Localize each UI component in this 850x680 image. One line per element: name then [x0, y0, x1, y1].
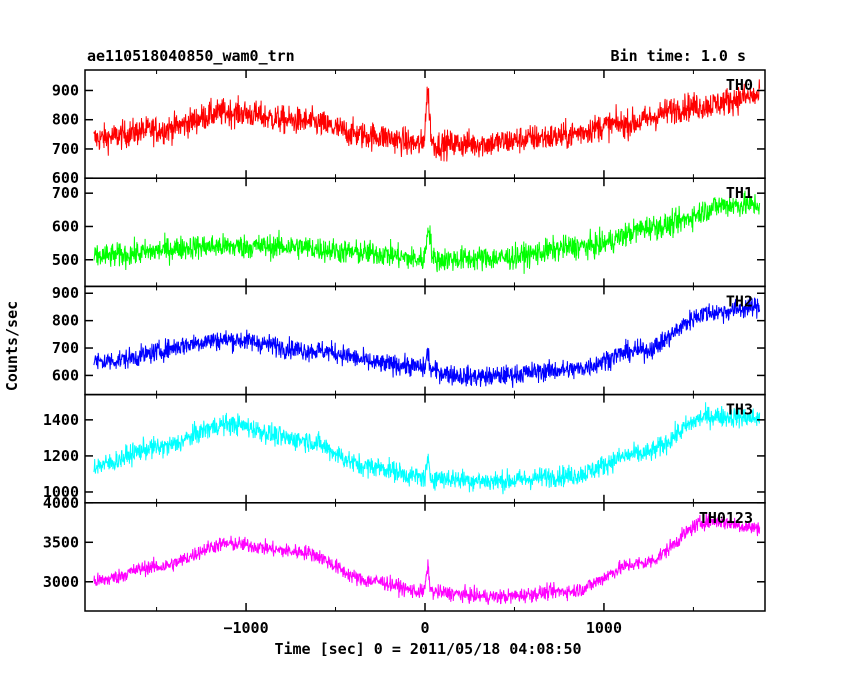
panel-th2: 600 700 800 900 TH2 — [52, 284, 766, 396]
x-axis: −1000 0 1000 — [223, 619, 622, 637]
x-tick-label: −1000 — [223, 619, 268, 637]
y-tick-label: 3000 — [43, 573, 79, 591]
y-tick-label: 1000 — [43, 483, 79, 501]
y-tick-label: 1200 — [43, 447, 79, 465]
x-tick-label: 0 — [420, 619, 429, 637]
y-tick-label: 600 — [52, 169, 79, 187]
y-axis-label: Counts/sec — [3, 301, 21, 391]
series-label-th3: TH3 — [726, 401, 753, 419]
y-tick-label: 500 — [52, 251, 79, 269]
series-label-th0: TH0 — [726, 76, 753, 94]
x-tick-label: 1000 — [586, 619, 622, 637]
series-line-th3 — [93, 402, 761, 495]
series-label-th0123: TH0123 — [699, 509, 753, 527]
series-label-th2: TH2 — [726, 292, 753, 310]
series-line-th0 — [93, 79, 761, 162]
panel-th0123: 3000 3500 4000 TH0123 — [43, 494, 766, 612]
y-tick-label: 900 — [52, 284, 79, 302]
series-line-th0123 — [93, 513, 761, 605]
y-tick-label: 800 — [52, 111, 79, 129]
series-label-th1: TH1 — [726, 184, 753, 202]
y-tick-label: 1400 — [43, 411, 79, 429]
y-tick-label: 4000 — [43, 494, 79, 512]
panel-th0: 600 700 800 900 TH0 — [52, 69, 766, 187]
panel-th1: 500 600 700 TH1 — [52, 177, 766, 288]
y-tick-label: 600 — [52, 217, 79, 235]
panel-th3: 1000 1200 1400 TH3 — [43, 393, 766, 504]
y-tick-label: 800 — [52, 312, 79, 330]
series-line-th2 — [93, 296, 761, 388]
y-tick-label: 3500 — [43, 533, 79, 551]
bin-time-label: Bin time: 1.0 s — [611, 47, 746, 65]
y-tick-label: 700 — [52, 140, 79, 158]
y-tick-label: 600 — [52, 366, 79, 384]
series-line-th1 — [93, 190, 761, 274]
y-tick-label: 700 — [52, 339, 79, 357]
y-tick-label: 700 — [52, 184, 79, 202]
y-tick-label: 900 — [52, 81, 79, 99]
chart-title: ae110518040850_wam0_trn — [87, 47, 295, 65]
x-axis-label: Time [sec] 0 = 2011/05/18 04:08:50 — [274, 640, 581, 658]
